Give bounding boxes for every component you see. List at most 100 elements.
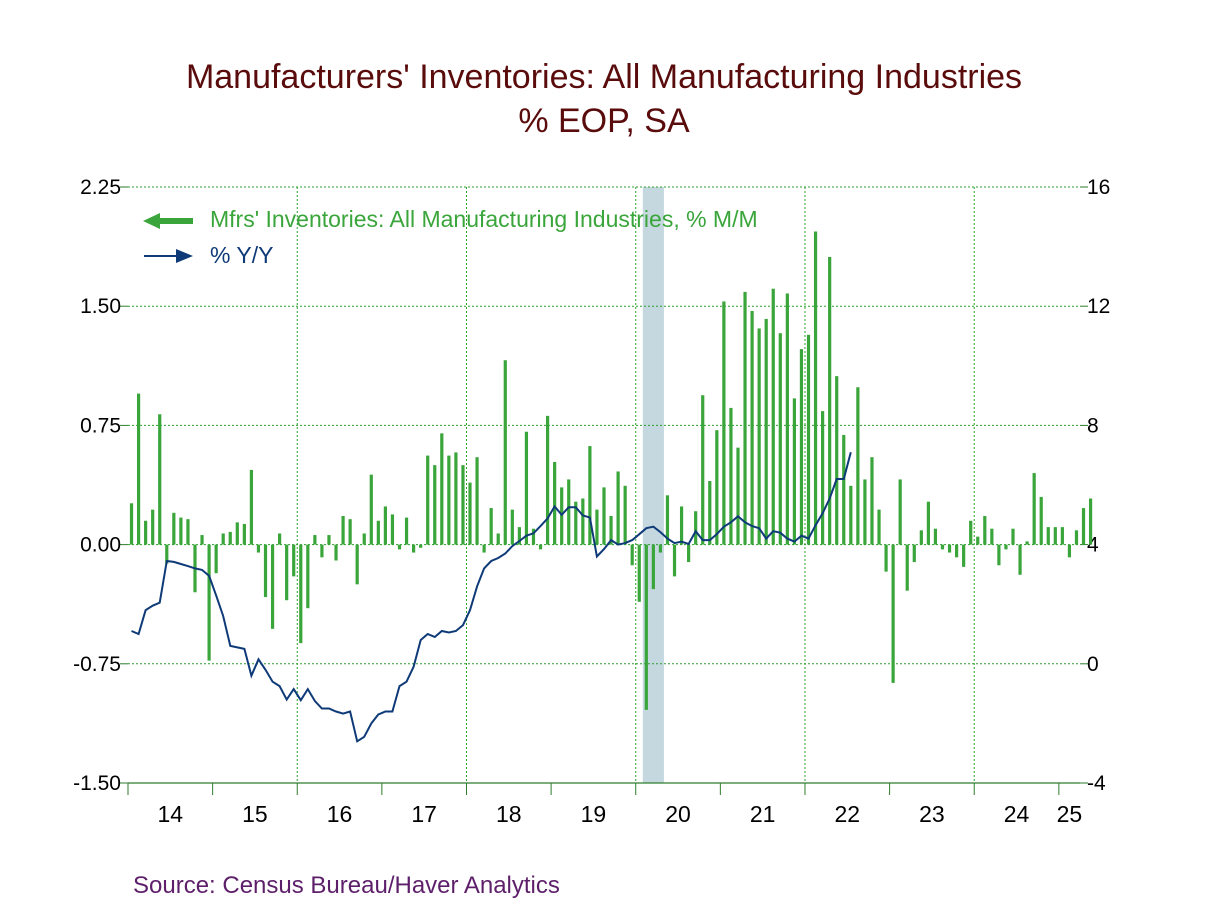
mom-bar xyxy=(1074,530,1079,545)
mom-bar xyxy=(214,544,218,574)
mom-bar xyxy=(1046,527,1050,545)
mom-bar xyxy=(898,479,902,545)
x-tick-label: 17 xyxy=(411,801,437,827)
right-tick-label: 0 xyxy=(1087,653,1099,676)
right-arrow-icon xyxy=(176,249,193,263)
mom-bar xyxy=(990,528,994,545)
mom-bar xyxy=(926,501,930,545)
mom-bar xyxy=(538,544,543,550)
mom-bar xyxy=(510,509,514,545)
mom-bar xyxy=(292,544,296,577)
mom-bar xyxy=(637,544,641,602)
mom-bar xyxy=(877,509,881,545)
mom-bar xyxy=(623,485,627,545)
mom-bar xyxy=(179,517,183,545)
mom-bar xyxy=(369,474,373,545)
mom-bar xyxy=(736,447,740,545)
mom-bar xyxy=(320,544,324,558)
mom-bar xyxy=(278,533,282,545)
mom-bar xyxy=(200,535,204,545)
mom-bar xyxy=(616,471,620,545)
mom-bar xyxy=(165,544,169,564)
mom-bar xyxy=(221,533,225,545)
mom-bar xyxy=(186,519,190,545)
mom-bar xyxy=(489,508,493,545)
mom-bar xyxy=(708,481,712,545)
mom-bar xyxy=(962,544,966,567)
mom-bar xyxy=(609,515,613,545)
mom-bar xyxy=(997,544,1001,566)
left-tick-label: 0.75 xyxy=(80,414,121,437)
mom-bar xyxy=(404,517,409,545)
mom-bar xyxy=(715,430,719,545)
mom-bar xyxy=(136,393,141,545)
mom-bar xyxy=(1004,544,1008,550)
mom-bar xyxy=(1081,508,1086,545)
mom-bar xyxy=(285,544,289,601)
legend-label-yoy: % Y/Y xyxy=(210,242,274,268)
left-tick-label: -1.50 xyxy=(73,772,121,795)
mom-bar xyxy=(1032,473,1036,545)
mom-bar xyxy=(940,544,945,550)
mom-bar xyxy=(447,455,451,545)
mom-bar xyxy=(545,415,550,545)
mom-bar xyxy=(1018,544,1022,575)
mom-bar xyxy=(397,544,402,550)
mom-bar xyxy=(348,519,352,545)
right-tick-label: 4 xyxy=(1087,534,1099,557)
mom-bar xyxy=(821,411,825,545)
mom-bar xyxy=(799,349,804,545)
mom-bar xyxy=(687,544,691,563)
mom-bar xyxy=(813,231,818,545)
mom-bar xyxy=(588,446,592,545)
mom-bar xyxy=(976,536,980,545)
mom-bar xyxy=(235,522,239,545)
mom-bar xyxy=(270,544,275,629)
mom-bar xyxy=(750,310,754,545)
mom-bar xyxy=(651,544,655,590)
mom-bar xyxy=(567,479,571,545)
mom-bar xyxy=(947,544,952,553)
mom-bar xyxy=(757,328,761,545)
mom-bar xyxy=(919,530,923,545)
x-tick-label: 16 xyxy=(327,801,353,827)
x-tick-label: 18 xyxy=(496,801,522,827)
mom-bar xyxy=(954,544,959,558)
mom-bar xyxy=(1039,496,1043,545)
mom-bar xyxy=(701,395,705,545)
source-note: Source: Census Bureau/Haver Analytics xyxy=(133,872,560,899)
mom-bar xyxy=(475,457,479,545)
mom-bar xyxy=(884,544,888,572)
mom-bar xyxy=(249,469,254,545)
x-tick-label: 14 xyxy=(158,801,184,827)
mom-bar xyxy=(334,544,338,561)
mom-bar xyxy=(785,293,789,545)
mom-bar xyxy=(433,465,437,545)
mom-bar xyxy=(517,527,521,545)
mom-bar xyxy=(129,503,134,545)
mom-bar xyxy=(905,544,909,591)
mom-bar xyxy=(256,544,261,553)
mom-bar xyxy=(362,533,366,545)
left-tick-label: 1.50 xyxy=(80,295,121,318)
mom-bar xyxy=(468,482,472,545)
mom-bar xyxy=(158,414,162,545)
mom-bar xyxy=(263,544,268,598)
mom-bar xyxy=(1067,544,1072,558)
mom-bar xyxy=(842,434,846,545)
mom-bar xyxy=(299,544,303,644)
mom-bar xyxy=(503,360,507,545)
mom-bar xyxy=(355,544,359,585)
right-tick-label: 12 xyxy=(1087,295,1110,318)
mom-bar xyxy=(440,433,444,545)
mom-bar xyxy=(856,387,860,545)
left-arrow-icon xyxy=(143,213,193,229)
mom-bar xyxy=(1025,541,1029,545)
mom-bar xyxy=(672,544,677,577)
mom-bar xyxy=(228,531,232,545)
mom-bar xyxy=(207,544,211,661)
mom-bar xyxy=(722,301,726,545)
right-tick-label: 8 xyxy=(1087,414,1099,437)
mom-bar xyxy=(891,544,895,683)
